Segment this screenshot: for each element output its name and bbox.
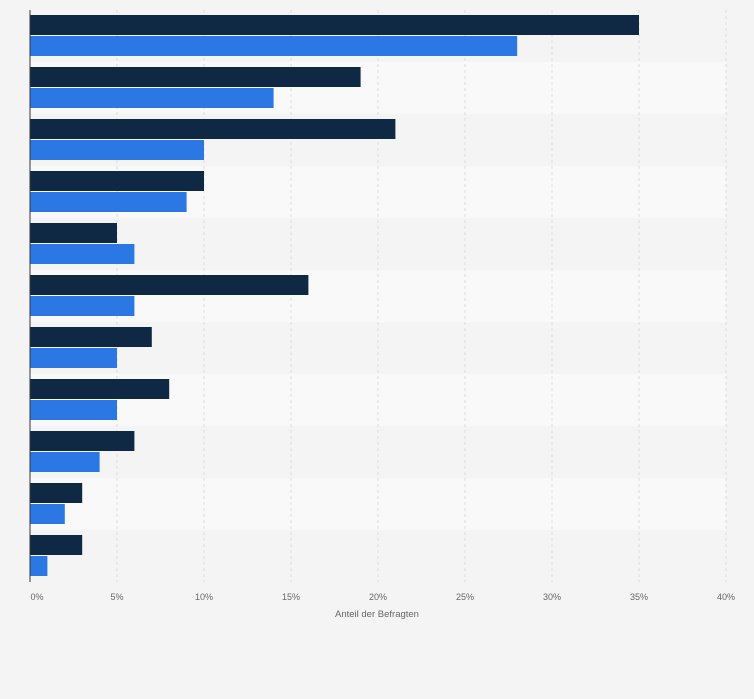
bar-series-1[interactable] [30, 119, 396, 139]
x-tick-label: 30% [543, 592, 561, 602]
x-tick-label: 5% [110, 592, 123, 602]
x-tick-label: 35% [630, 592, 648, 602]
x-tick-label: 40% [717, 592, 735, 602]
bar-series-2[interactable] [30, 88, 274, 108]
x-tick-labels: 0% 5% 10% 15% 20% 25% 30% 35% 40% [30, 592, 735, 602]
x-tick-label: 25% [456, 592, 474, 602]
bar-series-2[interactable] [30, 140, 204, 160]
bar-series-2[interactable] [30, 296, 135, 316]
row-band [30, 426, 726, 478]
x-tick-label: 0% [30, 592, 43, 602]
bar-series-2[interactable] [30, 36, 518, 56]
bar-series-1[interactable] [30, 67, 361, 87]
bars [30, 15, 639, 576]
x-tick-label: 15% [282, 592, 300, 602]
bar-series-1[interactable] [30, 15, 639, 35]
bar-series-2[interactable] [30, 348, 117, 368]
bar-series-1[interactable] [30, 379, 170, 399]
bar-series-2[interactable] [30, 504, 65, 524]
bar-series-1[interactable] [30, 535, 83, 555]
bar-series-2[interactable] [30, 192, 187, 212]
bar-series-1[interactable] [30, 327, 152, 347]
bar-series-2[interactable] [30, 556, 48, 576]
x-tick-label: 10% [195, 592, 213, 602]
bar-series-1[interactable] [30, 223, 117, 243]
bar-series-1[interactable] [30, 431, 135, 451]
bar-series-2[interactable] [30, 244, 135, 264]
bar-series-1[interactable] [30, 483, 83, 503]
bar-series-1[interactable] [30, 171, 204, 191]
bar-series-1[interactable] [30, 275, 309, 295]
x-tick-label: 20% [369, 592, 387, 602]
x-axis-title: Anteil der Befragten [335, 609, 419, 620]
bar-series-2[interactable] [30, 452, 100, 472]
gridlines [116, 10, 727, 582]
bar-series-2[interactable] [30, 400, 117, 420]
